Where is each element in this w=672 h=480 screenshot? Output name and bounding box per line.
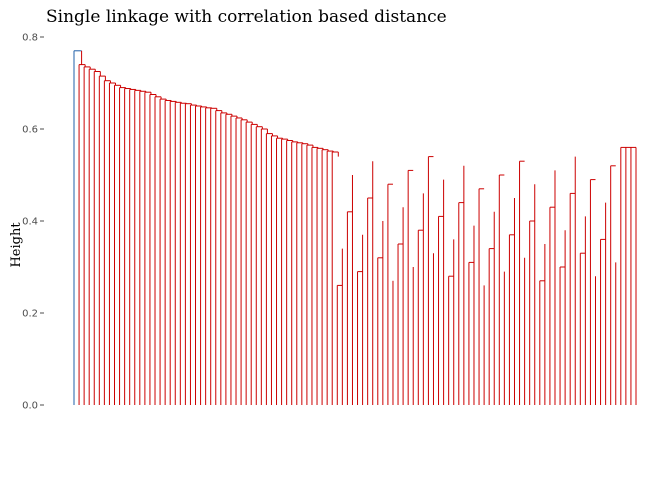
chart-title: Single linkage with correlation based di…: [46, 7, 447, 27]
y-tick-label: 0.6: [22, 125, 38, 136]
y-tick-label: 0.4: [22, 217, 38, 228]
y-tick-label: 0.0: [22, 401, 38, 412]
dendrogram-branches: [73, 50, 637, 405]
y-axis: 0.0 0.2 0.4 0.6 0.8: [22, 33, 44, 412]
y-tick-label: 0.8: [22, 33, 38, 44]
y-axis-label: Height: [9, 222, 24, 268]
y-tick-label: 0.2: [22, 309, 38, 320]
